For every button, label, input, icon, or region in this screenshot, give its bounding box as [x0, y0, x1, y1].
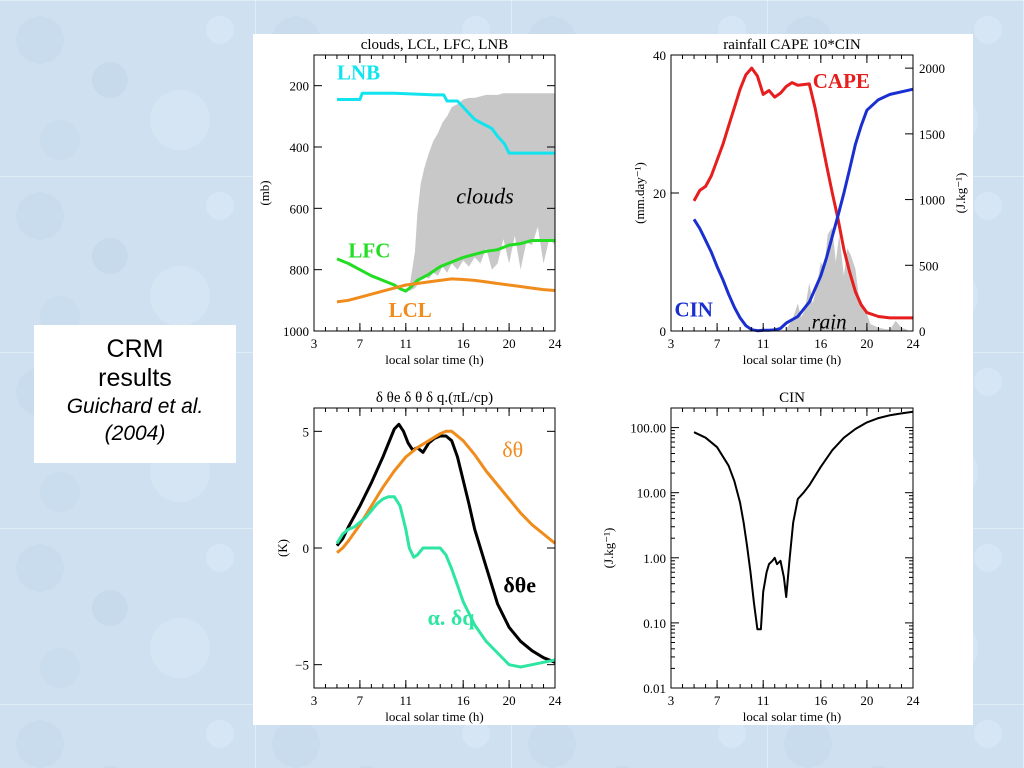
chart-1-xtick-label: 11 [400, 336, 413, 351]
caption-box: CRM results Guichard et al. (2004) [34, 325, 236, 463]
chart-1: 3 7 11 16 20 24 200 400 600 800 1000 clouds, LCL, L… [257, 37, 562, 367]
chart-2-xtick-label: 7 [714, 336, 721, 351]
chart-2-ytick-r-label: 2000 [919, 61, 945, 76]
chart-2-ylabel: (mm.day⁻¹) [632, 162, 647, 224]
chart-2-ytick-r-label: 500 [919, 258, 939, 273]
caption-line-2: results [98, 364, 172, 392]
caption-line-4: (2004) [104, 422, 166, 445]
chart-4: 3 7 11 16 20 24 0.01 0.10 1.00 10.00 100.00 CIN loca… [601, 390, 920, 724]
chart-1-ylabel: (mb) [257, 180, 272, 205]
caption-line-1: CRM [106, 335, 164, 363]
chart-3-xtick-label: 11 [400, 693, 413, 708]
chart-3-xlabel: local solar time (h) [385, 709, 484, 724]
label-alpha-dq: α. δq [428, 605, 476, 630]
label-lcl: LCL [389, 298, 432, 322]
chart-3-ylabel: (K) [275, 539, 290, 557]
chart-3-xtick-label: 7 [357, 693, 364, 708]
chart-1-ytick-label: 200 [290, 79, 310, 94]
chart-2-xtick-label: 11 [757, 336, 770, 351]
label-dtheta: δθ [502, 437, 523, 462]
chart-2-series-1 [692, 87, 914, 333]
chart-1-ytick-label: 400 [290, 140, 310, 155]
chart-3-title: δ θe δ θ δ q.(πL/cp) [376, 390, 493, 406]
chart-3-xtick-label: 24 [549, 693, 563, 708]
chart-4-title: CIN [779, 390, 805, 406]
chart-2-xtick-label: 24 [907, 336, 921, 351]
label-lnb: LNB [337, 61, 380, 85]
chart-2-ytick-label: 0 [660, 324, 667, 339]
chart-2-ytick-r-label: 0 [919, 324, 926, 339]
chart-1-title: clouds, LCL, LFC, LNB [361, 37, 509, 53]
label-dthetae: δθe [503, 572, 536, 597]
chart-4-xtick-label: 7 [714, 693, 721, 708]
chart-1-frame [313, 54, 556, 332]
chart-2-ytick-r-label: 1500 [919, 127, 945, 142]
chart-3-ytick-label: −5 [295, 658, 309, 673]
chart-3-ytick-label: 0 [303, 541, 310, 556]
chart-3-xtick-label: 3 [311, 693, 318, 708]
chart-4-ytick-label: 0.10 [643, 616, 666, 631]
chart-1-ytick-label: 1000 [283, 324, 309, 339]
chart-3-xtick-label: 20 [503, 693, 516, 708]
chart-4-ytick-label: 100.00 [630, 421, 666, 436]
chart-2-ytick-r-label: 1000 [919, 193, 945, 208]
chart-4-frame [670, 407, 914, 689]
chart-2-title: rainfall CAPE 10*CIN [723, 37, 861, 53]
chart-1-xtick-label: 3 [311, 336, 318, 351]
chart-4-ytick-label: 1.00 [643, 551, 666, 566]
chart-4-ytick-label: 0.01 [643, 681, 666, 696]
chart-2-xtick-label: 16 [814, 336, 828, 351]
chart-1-xtick-label: 16 [457, 336, 471, 351]
label-clouds: clouds [456, 184, 513, 209]
figure-panel: 3 7 11 16 20 24 200 400 600 800 1000 clouds, LCL, L… [253, 34, 973, 725]
chart-3: 3 7 11 16 20 24 −5 0 5 δ θe δ θ δ q.(πL/cp) local … [275, 390, 562, 724]
label-cin: CIN [674, 298, 713, 322]
chart-1-series-1 [336, 239, 555, 293]
chart-1-ytick-label: 600 [290, 201, 310, 216]
chart-2-xtick-label: 3 [668, 336, 675, 351]
chart-4-xtick-label: 3 [668, 693, 675, 708]
chart-2-fill-2 [786, 227, 908, 331]
chart-2-ytick-label: 20 [653, 186, 666, 201]
label-rain: rain [812, 309, 847, 333]
chart-2-ylabel-right: (J.kg⁻¹) [953, 173, 968, 214]
chart-2-series-0 [692, 66, 913, 320]
chart-4-ytick-label: 10.00 [637, 486, 666, 501]
chart-1-series-2 [336, 277, 556, 304]
chart-4-xtick-label: 20 [860, 693, 873, 708]
chart-3-series-2 [335, 495, 556, 669]
chart-4-xtick-label: 11 [757, 693, 770, 708]
chart-1-series-0 [337, 91, 555, 155]
caption-line-3: Guichard et al. [66, 395, 204, 418]
chart-1-ytick-label: 800 [290, 263, 310, 278]
label-cape: CAPE [813, 69, 870, 93]
chart-1-xlabel: local solar time (h) [385, 352, 484, 367]
chart-1-fill-3 [409, 93, 555, 292]
chart-1-xtick-label: 24 [549, 336, 563, 351]
chart-2-frame [670, 54, 914, 332]
chart-4-xtick-label: 24 [907, 693, 921, 708]
chart-1-xtick-label: 20 [503, 336, 516, 351]
chart-4-xlabel: local solar time (h) [743, 709, 842, 724]
chart-2-xtick-label: 20 [860, 336, 873, 351]
chart-2-xlabel: local solar time (h) [743, 352, 842, 367]
chart-2-ytick-label: 40 [653, 48, 666, 63]
chart-3-ytick-label: 5 [303, 424, 310, 439]
chart-4-series-0 [693, 410, 914, 631]
chart-4-ylabel: (J.kg⁻¹) [601, 528, 616, 569]
label-lfc: LFC [348, 238, 390, 262]
chart-3-xtick-label: 16 [457, 693, 471, 708]
chart-1-xtick-label: 7 [357, 336, 364, 351]
chart-2: 3 7 11 16 20 24020400500100015002000rainfall … [632, 37, 968, 367]
chart-4-xtick-label: 16 [814, 693, 828, 708]
